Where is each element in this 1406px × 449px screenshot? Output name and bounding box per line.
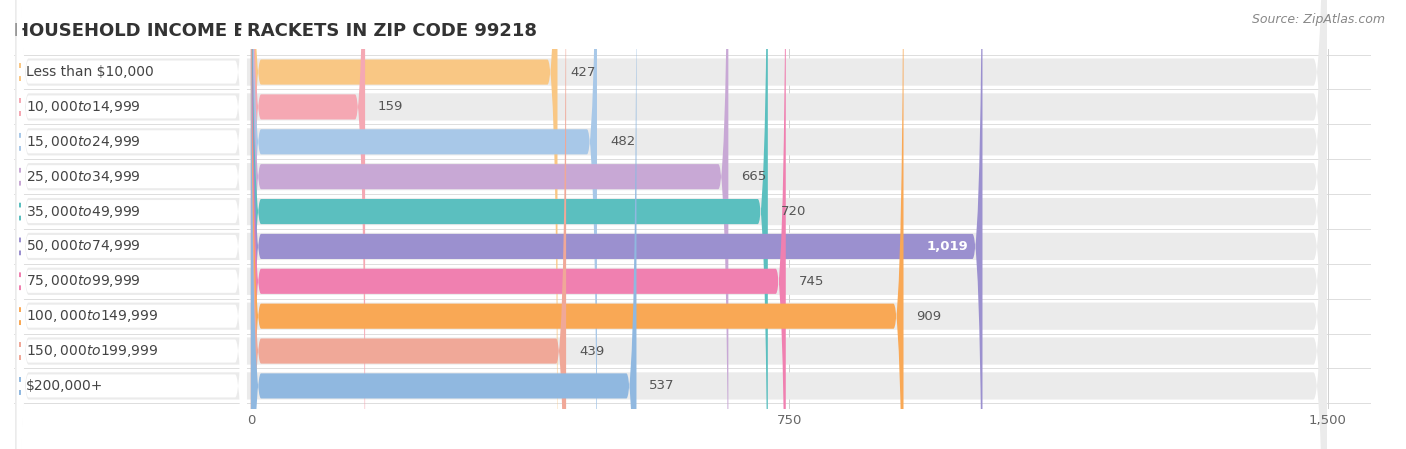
FancyBboxPatch shape	[17, 0, 246, 449]
FancyBboxPatch shape	[250, 0, 904, 449]
FancyBboxPatch shape	[17, 0, 246, 449]
Text: $15,000 to $24,999: $15,000 to $24,999	[25, 134, 141, 150]
FancyBboxPatch shape	[250, 0, 598, 449]
FancyBboxPatch shape	[15, 0, 1326, 449]
FancyBboxPatch shape	[17, 0, 246, 449]
Text: Less than $10,000: Less than $10,000	[25, 65, 153, 79]
FancyBboxPatch shape	[250, 0, 728, 449]
Text: $100,000 to $149,999: $100,000 to $149,999	[25, 308, 159, 324]
Text: 159: 159	[378, 101, 404, 114]
Text: $25,000 to $34,999: $25,000 to $34,999	[25, 169, 141, 185]
Text: 745: 745	[799, 275, 824, 288]
Text: $200,000+: $200,000+	[25, 379, 103, 393]
Text: 1,019: 1,019	[927, 240, 969, 253]
FancyBboxPatch shape	[17, 0, 246, 449]
Text: HOUSEHOLD INCOME BRACKETS IN ZIP CODE 99218: HOUSEHOLD INCOME BRACKETS IN ZIP CODE 99…	[14, 22, 537, 40]
Text: $35,000 to $49,999: $35,000 to $49,999	[25, 203, 141, 220]
Text: 909: 909	[917, 310, 942, 323]
FancyBboxPatch shape	[17, 0, 246, 449]
FancyBboxPatch shape	[17, 0, 246, 449]
Text: 439: 439	[579, 344, 605, 357]
FancyBboxPatch shape	[15, 0, 1326, 449]
Text: $75,000 to $99,999: $75,000 to $99,999	[25, 273, 141, 289]
Text: $10,000 to $14,999: $10,000 to $14,999	[25, 99, 141, 115]
Text: $50,000 to $74,999: $50,000 to $74,999	[25, 238, 141, 255]
FancyBboxPatch shape	[250, 0, 366, 449]
FancyBboxPatch shape	[250, 0, 637, 449]
FancyBboxPatch shape	[15, 0, 1326, 449]
Text: 482: 482	[610, 135, 636, 148]
Text: $150,000 to $199,999: $150,000 to $199,999	[25, 343, 159, 359]
FancyBboxPatch shape	[17, 0, 246, 449]
FancyBboxPatch shape	[15, 0, 1326, 449]
Text: 720: 720	[780, 205, 806, 218]
FancyBboxPatch shape	[15, 0, 1326, 449]
Text: 537: 537	[650, 379, 675, 392]
FancyBboxPatch shape	[250, 0, 983, 449]
FancyBboxPatch shape	[250, 0, 768, 449]
FancyBboxPatch shape	[15, 0, 1326, 449]
Text: 665: 665	[741, 170, 766, 183]
FancyBboxPatch shape	[250, 0, 558, 449]
FancyBboxPatch shape	[15, 0, 1326, 449]
FancyBboxPatch shape	[250, 0, 786, 449]
FancyBboxPatch shape	[15, 0, 1326, 449]
FancyBboxPatch shape	[15, 0, 1326, 449]
FancyBboxPatch shape	[250, 0, 567, 449]
FancyBboxPatch shape	[17, 0, 246, 449]
FancyBboxPatch shape	[17, 0, 246, 449]
Text: Source: ZipAtlas.com: Source: ZipAtlas.com	[1251, 13, 1385, 26]
FancyBboxPatch shape	[17, 0, 246, 449]
Text: 427: 427	[571, 66, 596, 79]
FancyBboxPatch shape	[15, 0, 1326, 449]
